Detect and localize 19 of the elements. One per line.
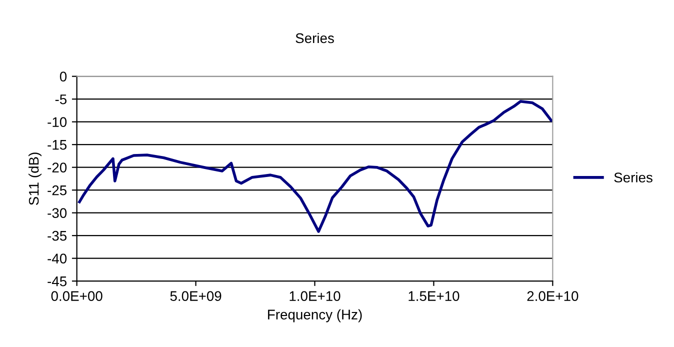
- y-tick-label: -45: [48, 276, 67, 286]
- y-tick-label: -15: [48, 140, 67, 150]
- y-tick-label: -20: [48, 162, 67, 172]
- x-tick-label: 1.5E+10: [408, 291, 460, 301]
- x-tick-label: 5.0E+09: [170, 291, 222, 301]
- y-tick-label: 0: [60, 72, 67, 82]
- x-tick-label: 0.0E+00: [51, 291, 102, 301]
- y-tick-label: -25: [48, 185, 67, 196]
- y-axis-title: S11 (dB): [28, 152, 42, 205]
- y-tick-label: -30: [48, 208, 67, 218]
- y-tick-label: -10: [48, 117, 67, 128]
- y-tick-label: -35: [48, 230, 67, 241]
- y-tick-label: -40: [48, 254, 67, 264]
- chart-title: Series: [296, 32, 334, 44]
- legend-label: Series: [614, 172, 652, 182]
- y-tick-label: -5: [55, 94, 67, 104]
- x-tick-label: 2.0E+10: [527, 291, 578, 301]
- x-axis-title: Frequency (Hz): [268, 309, 362, 322]
- x-tick-label: 1.0E+10: [290, 291, 340, 301]
